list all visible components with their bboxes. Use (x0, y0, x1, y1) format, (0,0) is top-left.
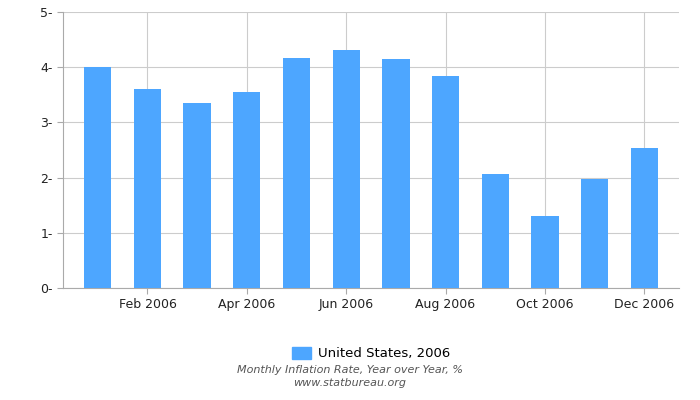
Bar (581, 179, 608, 288)
Bar (332, 50, 360, 288)
Bar (84, 67, 111, 288)
Bar (233, 92, 260, 288)
Text: www.statbureau.org: www.statbureau.org (293, 378, 407, 388)
Bar (134, 89, 161, 288)
Legend: United States, 2006: United States, 2006 (286, 342, 456, 366)
Bar (531, 216, 559, 288)
Bar (382, 59, 410, 288)
Bar (482, 174, 509, 288)
Bar (432, 76, 459, 288)
Bar (183, 102, 211, 288)
Text: Monthly Inflation Rate, Year over Year, %: Monthly Inflation Rate, Year over Year, … (237, 365, 463, 375)
Bar (631, 148, 658, 288)
Bar (283, 58, 310, 288)
